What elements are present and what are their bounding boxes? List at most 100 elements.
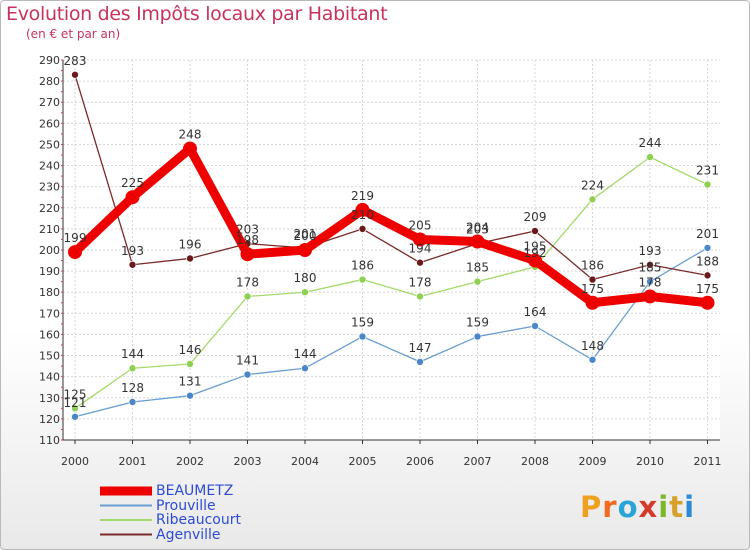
chart-title: Evolution des Impôts locaux par Habitant [6, 3, 388, 25]
data-label-beaumetz: 204 [466, 221, 489, 235]
data-label-prouville: 159 [466, 316, 489, 330]
series-line-prouville [74, 247, 709, 418]
data-point-agenville [71, 70, 79, 79]
y-tick-label: 260 [39, 117, 60, 130]
data-point-ribeaucourt [416, 292, 424, 301]
y-tick-label: 200 [39, 244, 60, 257]
x-tick-label: 2010 [636, 455, 664, 468]
data-label-prouville: 159 [351, 316, 374, 330]
y-tick-label: 170 [39, 307, 60, 320]
logo-letter: x [638, 490, 659, 524]
data-label-ribeaucourt: 146 [179, 343, 202, 357]
data-point-beaumetz [240, 247, 255, 262]
data-point-ribeaucourt [71, 404, 79, 413]
x-tick-label: 2001 [119, 455, 147, 468]
y-tick-label: 180 [39, 286, 60, 299]
y-tick-label: 210 [39, 223, 60, 236]
data-label-agenville: 209 [524, 210, 547, 224]
data-label-beaumetz: 225 [121, 176, 144, 190]
logo-letter: P [580, 490, 603, 524]
series-line-beaumetz [70, 144, 712, 308]
x-tick-label: 2006 [406, 455, 434, 468]
data-point-beaumetz [585, 295, 600, 310]
data-label-ribeaucourt: 186 [351, 259, 374, 273]
data-label-ribeaucourt: 244 [639, 136, 662, 150]
data-point-agenville [128, 260, 137, 269]
logo-letter: r [602, 490, 618, 524]
data-label-agenville: 188 [696, 254, 719, 268]
data-label-prouville: 148 [581, 339, 604, 353]
proxiti-logo: Proxiti [580, 490, 695, 524]
data-label-beaumetz: 195 [524, 240, 547, 254]
x-tick-label: 2011 [694, 455, 722, 468]
data-label-ribeaucourt: 178 [236, 275, 259, 289]
x-tick-label: 2005 [349, 455, 377, 468]
y-tick-label: 110 [39, 434, 60, 447]
data-label-ribeaucourt: 231 [696, 164, 719, 178]
data-point-prouville [301, 364, 309, 373]
data-label-beaumetz: 219 [351, 189, 374, 203]
y-tick-label: 250 [39, 138, 60, 151]
data-label-agenville: 193 [639, 244, 662, 258]
data-label-beaumetz: 248 [179, 128, 202, 142]
y-tick-label: 280 [39, 75, 60, 88]
x-tick-label: 2002 [176, 455, 204, 468]
data-label-agenville: 210 [351, 208, 374, 222]
data-point-prouville [703, 244, 712, 252]
data-label-prouville: 185 [639, 261, 662, 275]
y-tick-label: 270 [39, 96, 60, 109]
data-point-ribeaucourt [473, 277, 482, 286]
data-label-prouville: 147 [409, 341, 432, 355]
series-line-ribeaucourt [74, 156, 709, 409]
data-label-beaumetz: 175 [696, 282, 719, 296]
data-point-prouville [646, 277, 654, 286]
data-label-ribeaucourt: 178 [409, 275, 432, 289]
y-tick-label: 130 [39, 392, 60, 405]
data-point-ribeaucourt [186, 360, 194, 368]
data-point-agenville [588, 275, 597, 284]
data-point-agenville [416, 258, 424, 267]
data-label-ribeaucourt: 185 [466, 261, 489, 275]
logo-letter: t [669, 490, 685, 524]
data-label-prouville: 121 [64, 396, 87, 410]
data-label-beaumetz: 198 [236, 233, 259, 247]
x-tick-label: 2009 [579, 455, 607, 468]
data-point-agenville [186, 254, 194, 263]
data-label-ribeaucourt: 224 [581, 178, 604, 192]
x-tick-label: 2000 [61, 455, 89, 468]
data-label-ribeaucourt: 125 [64, 387, 87, 401]
data-label-prouville: 164 [524, 305, 547, 319]
data-label-prouville: 141 [236, 354, 259, 368]
series-line-agenville [74, 74, 709, 281]
y-tick-label: 120 [39, 413, 60, 426]
data-point-agenville [646, 260, 654, 269]
data-point-ribeaucourt [646, 153, 654, 161]
y-tick-label: 220 [39, 202, 60, 215]
data-point-ribeaucourt [703, 180, 712, 189]
y-tick-label: 240 [39, 160, 60, 173]
data-label-agenville: 196 [179, 237, 202, 251]
y-tick-label: 160 [39, 328, 60, 341]
data-label-agenville: 193 [121, 244, 144, 258]
data-label-agenville: 194 [409, 242, 432, 256]
data-label-agenville: 201 [294, 227, 317, 241]
data-point-beaumetz [68, 245, 82, 260]
data-point-prouville [473, 332, 482, 341]
data-label-prouville: 144 [294, 347, 317, 361]
data-point-ribeaucourt [358, 275, 367, 284]
chart-subtitle: (en € et par an) [26, 27, 121, 41]
data-point-beaumetz [528, 253, 542, 268]
data-point-beaumetz [125, 190, 140, 205]
y-tick-label: 230 [39, 181, 60, 194]
data-label-ribeaucourt: 180 [294, 271, 317, 285]
data-label-ribeaucourt: 192 [524, 246, 547, 260]
data-label-prouville: 131 [179, 375, 202, 389]
data-label-prouville: 201 [696, 227, 719, 241]
data-label-beaumetz: 199 [64, 231, 87, 245]
x-tick-label: 2008 [521, 455, 549, 468]
data-point-prouville [531, 322, 539, 330]
data-label-prouville: 128 [121, 381, 144, 395]
data-point-prouville [243, 370, 252, 379]
data-label-agenville: 186 [581, 259, 604, 273]
